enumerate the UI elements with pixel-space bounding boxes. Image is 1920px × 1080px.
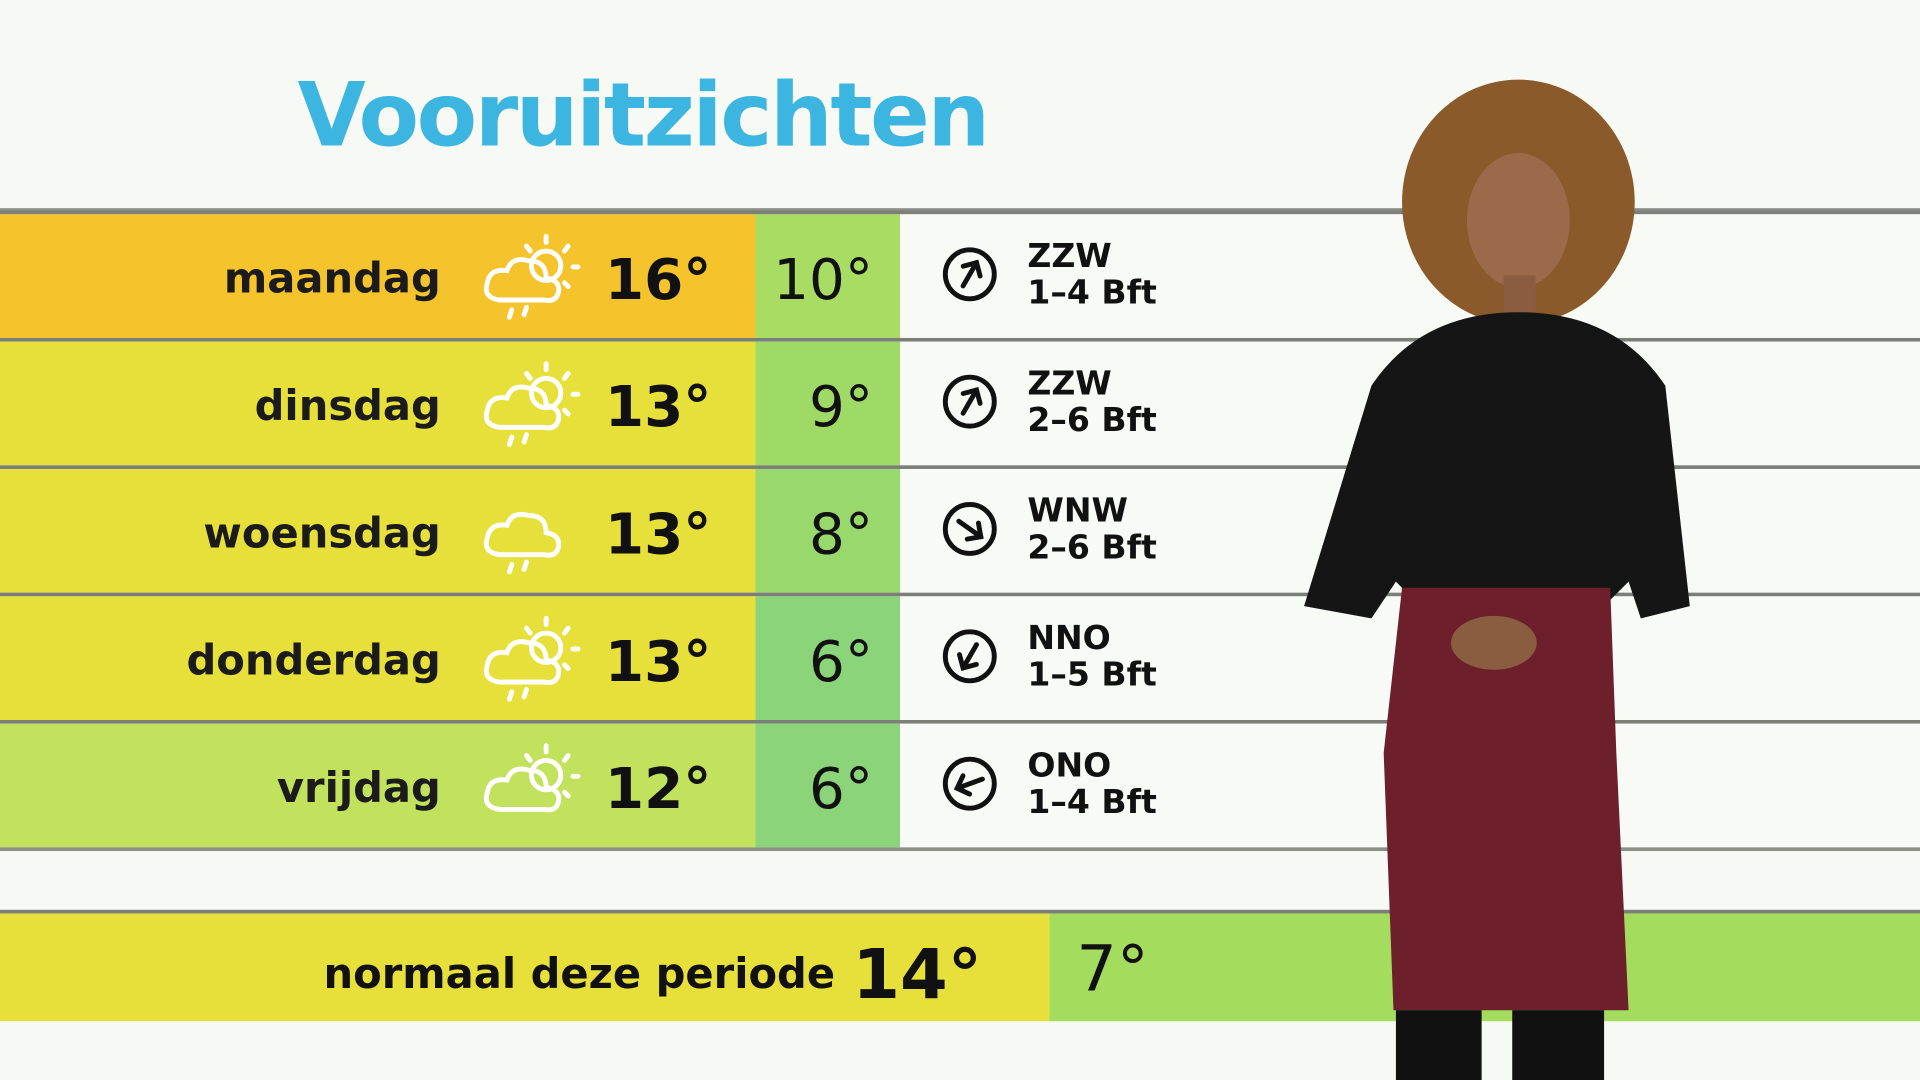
max-section: maandag 16°: [0, 214, 756, 338]
normal-label: normaal deze periode: [323, 950, 836, 1000]
wind-force: 1–4 Bft: [1027, 783, 1157, 822]
min-section: 8°: [755, 468, 901, 593]
min-section: 6°: [755, 596, 901, 721]
max-section: donderdag 13°: [0, 596, 756, 721]
wind-arrow-icon: [942, 247, 997, 302]
max-section: vrijdag 12°: [0, 723, 756, 848]
min-temp: 10°: [773, 246, 874, 313]
max-temp: 12°: [604, 755, 712, 822]
wind-info: ZZW 2–6 Bft: [1027, 366, 1156, 439]
max-temp: 16°: [604, 246, 712, 313]
day-label: woensdag: [203, 509, 441, 559]
wind-force: 2–6 Bft: [1027, 401, 1157, 440]
max-temp: 13°: [604, 373, 712, 440]
divider: [0, 208, 1920, 212]
min-temp: 6°: [809, 755, 874, 822]
sun-cloud-rain-icon: [483, 361, 581, 447]
day-label: donderdag: [186, 636, 441, 686]
wind-force: 2–6 Bft: [1027, 528, 1157, 567]
wind-arrow-icon: [942, 374, 997, 429]
day-label: dinsdag: [254, 382, 441, 432]
normal-min: 7°: [1076, 933, 1149, 1007]
day-label: maandag: [223, 254, 441, 304]
max-temp: 13°: [604, 500, 712, 567]
min-section: 9°: [755, 341, 901, 466]
page-title: Vooruitzichten: [297, 63, 991, 167]
wind-direction: ZZW: [1027, 364, 1112, 403]
wind-arrow-icon: [942, 502, 997, 556]
wind-direction: ZZW: [1027, 237, 1112, 276]
wind-info: ZZW 1–4 Bft: [1027, 237, 1157, 313]
wind-arrow-icon: [942, 756, 997, 811]
wind-info: ONO 1–4 Bft: [1027, 748, 1156, 821]
normal-period-bar: normaal deze periode 14° 7°: [0, 909, 1920, 1022]
min-temp: 8°: [809, 500, 874, 567]
sun-cloud-drizzle-icon: [483, 233, 581, 320]
wind-force: 1–4 Bft: [1027, 274, 1157, 313]
wind-info: NNO 1–5 Bft: [1027, 619, 1157, 695]
max-temp: 13°: [604, 628, 712, 695]
normal-max-section: normaal deze periode 14°: [0, 913, 1050, 1022]
divider: [0, 847, 1920, 852]
wind-direction: WNW: [1027, 492, 1128, 531]
wind-force: 1–5 Bft: [1027, 656, 1157, 695]
max-section: dinsdag 13°: [0, 341, 756, 466]
wind-direction: NNO: [1027, 619, 1111, 658]
sun-cloud-drizzle-icon: [483, 615, 581, 702]
min-section: 6°: [755, 723, 901, 848]
min-temp: 9°: [809, 373, 874, 440]
wind-direction: ONO: [1027, 746, 1112, 785]
wind-arrow-icon: [942, 629, 997, 684]
min-section: 10°: [755, 214, 901, 338]
sun-cloud-icon: [483, 743, 581, 813]
day-label: vrijdag: [276, 764, 441, 814]
presenter: [1304, 79, 1690, 1080]
max-section: woensdag 13°: [0, 468, 756, 593]
min-temp: 6°: [809, 628, 874, 695]
wind-info: WNW 2–6 Bft: [1027, 493, 1156, 566]
normal-max: 14°: [852, 935, 983, 1016]
cloud-rain-icon: [483, 511, 562, 575]
